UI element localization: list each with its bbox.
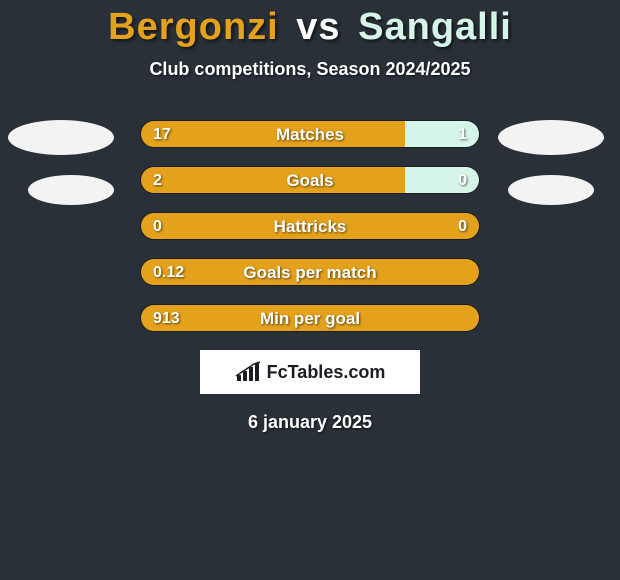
- stat-row: 20Goals: [0, 166, 620, 194]
- subtitle: Club competitions, Season 2024/2025: [0, 59, 620, 80]
- stat-value-left: 0.12: [153, 259, 184, 286]
- stat-value-left: 913: [153, 305, 180, 332]
- stat-bar-right: [405, 121, 479, 147]
- stat-value-left: 2: [153, 167, 162, 194]
- stat-row: 00Hattricks: [0, 212, 620, 240]
- vs-label: vs: [296, 6, 340, 48]
- comparison-title: Bergonzi vs Sangalli: [0, 0, 620, 49]
- logo-text: FcTables.com: [267, 362, 386, 383]
- stat-value-right: 1: [458, 121, 467, 148]
- stat-value-right: 0: [458, 167, 467, 194]
- stat-value-right: 0: [458, 213, 467, 240]
- stat-bar-left: [141, 167, 405, 193]
- stat-bar-left: [141, 259, 479, 285]
- stat-bar-left: [141, 121, 405, 147]
- chart-icon: [235, 361, 261, 383]
- source-logo: FcTables.com: [200, 350, 420, 394]
- stat-bar-left: [141, 305, 479, 331]
- stat-bar: 0.12Goals per match: [140, 258, 480, 286]
- player2-name: Sangalli: [358, 6, 512, 48]
- stat-row: 913Min per goal: [0, 304, 620, 332]
- stat-bar-right: [405, 167, 479, 193]
- stat-bar: 913Min per goal: [140, 304, 480, 332]
- stat-row: 171Matches: [0, 120, 620, 148]
- stat-bar: 20Goals: [140, 166, 480, 194]
- stat-value-left: 0: [153, 213, 162, 240]
- stat-value-left: 17: [153, 121, 171, 148]
- stat-bar-left: [141, 213, 479, 239]
- stat-bar: 00Hattricks: [140, 212, 480, 240]
- stat-row: 0.12Goals per match: [0, 258, 620, 286]
- snapshot-date: 6 january 2025: [0, 412, 620, 433]
- stat-bar: 171Matches: [140, 120, 480, 148]
- player1-name: Bergonzi: [108, 6, 279, 48]
